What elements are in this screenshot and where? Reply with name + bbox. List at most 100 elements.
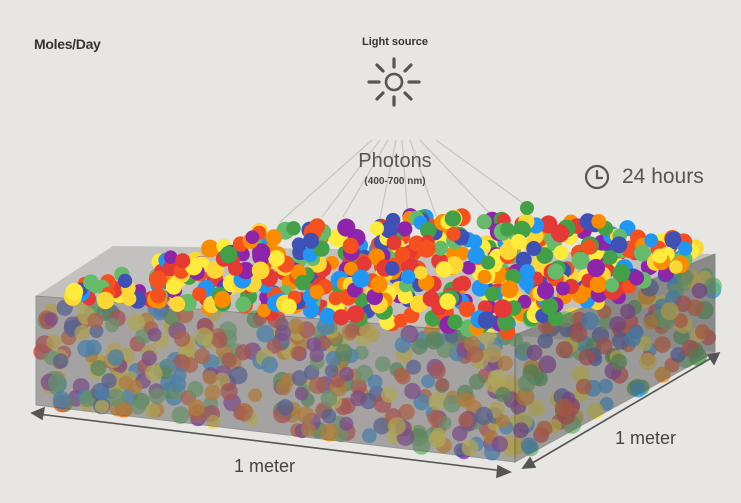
photon-dot [519, 264, 535, 280]
photon-dot [96, 291, 115, 310]
photon-ray [279, 139, 373, 223]
photon-dot [477, 311, 496, 330]
photon-dot [447, 314, 463, 330]
photon-dot [268, 250, 285, 267]
photon-dot [589, 275, 608, 293]
depth-dimension-arrow [521, 351, 721, 469]
photon-dot [420, 221, 437, 239]
photon-dot [452, 277, 467, 292]
photon-dot [581, 239, 597, 255]
photon-dot [342, 237, 359, 254]
photon-dot [219, 245, 238, 264]
photon-dot [669, 260, 683, 274]
photon-dot [644, 233, 659, 248]
photon-dot [435, 261, 453, 278]
photon-dot [370, 275, 388, 293]
photon-dot [397, 289, 413, 305]
photon-ray [342, 139, 389, 218]
photon-dot [281, 298, 297, 315]
photon-ray [321, 139, 381, 218]
photon-dot [319, 308, 336, 325]
photon-dot [556, 281, 570, 296]
photon-dot [587, 259, 606, 277]
photon-dot [356, 256, 372, 272]
photon-dot [169, 296, 186, 312]
photon-ray [409, 139, 437, 217]
photon-dot [510, 234, 527, 250]
clock-icon [584, 164, 610, 190]
photon-ray [435, 139, 528, 207]
photon-dot [571, 251, 590, 270]
diagram-title: Moles/Day [34, 36, 101, 52]
photon-ray [379, 139, 397, 219]
photon-dot [591, 214, 607, 229]
depth-label: 1 meter [615, 428, 677, 448]
photon-dot [518, 274, 535, 291]
photon-dot [477, 269, 492, 284]
photon-dot [467, 234, 483, 249]
photon-dot [628, 270, 645, 286]
photons-label: Photons [358, 150, 432, 172]
photon-dot [192, 286, 207, 302]
photon-dot [500, 222, 515, 237]
photon-dot [678, 241, 693, 256]
photon-dot [579, 213, 597, 230]
photon-dot [65, 282, 84, 301]
photons-range-label: (400-700 nm) [364, 176, 426, 187]
photon-dot [481, 255, 496, 270]
photon-dot [439, 293, 456, 310]
photon-dot [344, 261, 358, 276]
photon-dot [413, 265, 428, 280]
photon-dot [497, 313, 515, 331]
photon-dot [333, 309, 350, 326]
photon-dot [666, 232, 682, 248]
photon-dot [540, 297, 559, 316]
photon-dot [251, 261, 270, 280]
photon-dot [476, 214, 492, 230]
photon-dot [461, 260, 476, 275]
photon-dot [252, 243, 271, 262]
photon-dot [526, 241, 542, 256]
photon-dot [118, 273, 133, 288]
photon-dot [165, 278, 182, 295]
photon-dot [604, 278, 620, 293]
photon-dot [206, 261, 224, 279]
width-dimension-arrow [30, 406, 512, 479]
photon-dot [444, 210, 462, 227]
photon-dot [303, 232, 319, 249]
photon-rays [279, 139, 528, 223]
photon-dot [309, 284, 325, 300]
photon-dot [265, 229, 282, 246]
photon-dot [500, 280, 519, 299]
photon-dot [385, 261, 400, 276]
photon-dot [612, 264, 631, 283]
photon-dot [610, 236, 628, 254]
photon-dot [551, 224, 570, 243]
duration-label: 24 hours [622, 165, 704, 188]
sun-icon [367, 57, 421, 107]
photon-dot [228, 261, 243, 276]
photon-dot [286, 221, 301, 236]
photon-dot [422, 290, 440, 307]
photon-dot [394, 313, 408, 328]
photon-dot [401, 269, 416, 285]
photon-dot [397, 221, 413, 237]
photon-dot [433, 240, 449, 256]
photon-dot [394, 246, 410, 262]
light-source-label: Light source [361, 36, 428, 48]
photon-dot [467, 246, 485, 264]
photon-dot [352, 269, 371, 288]
photon-dot [547, 263, 564, 280]
photon-ray [401, 139, 409, 219]
photon-dot [201, 239, 219, 258]
photon-dot [458, 300, 475, 318]
width-label: 1 meter [234, 456, 296, 476]
photon-dot [386, 235, 402, 251]
photon-ray [419, 139, 493, 217]
photon-dot [257, 303, 271, 318]
photon-dot [515, 251, 532, 268]
photon-dot [294, 274, 311, 291]
photon-dot [235, 296, 252, 313]
